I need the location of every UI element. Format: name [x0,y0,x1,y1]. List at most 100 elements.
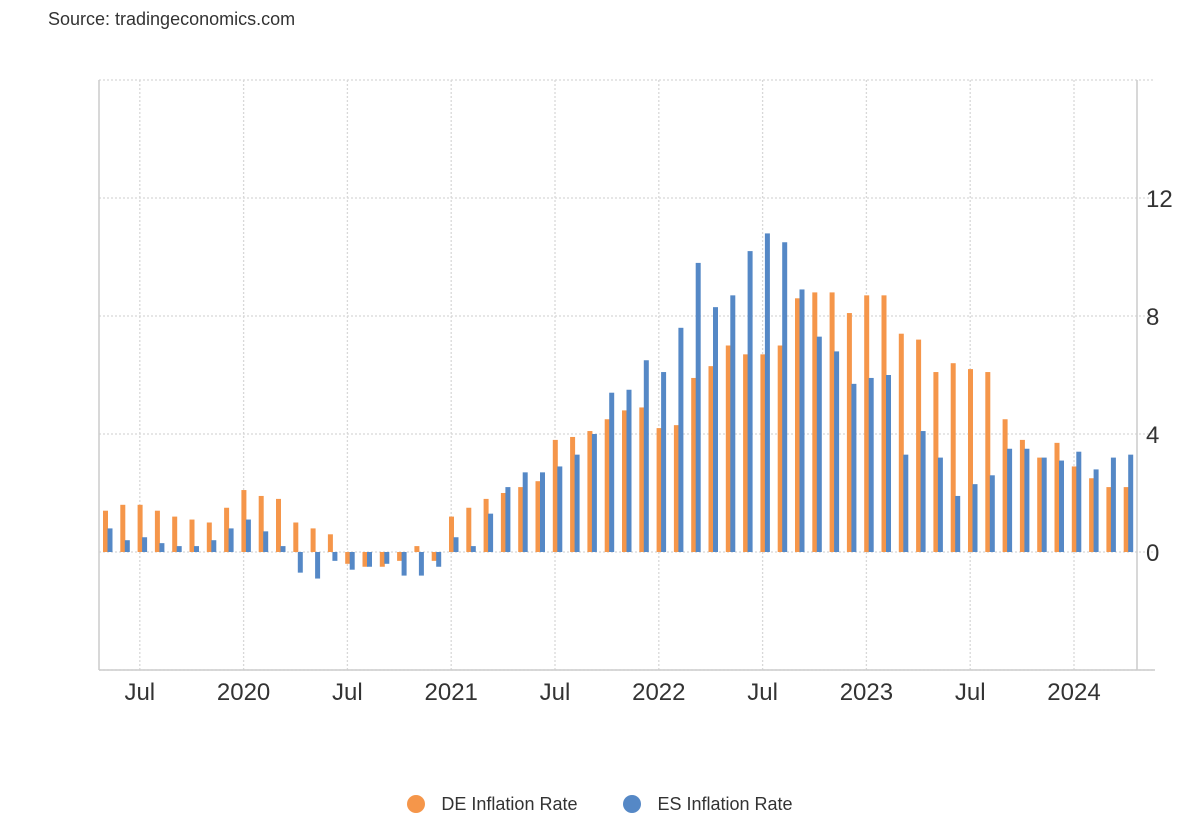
bar-es-2023-07 [972,484,978,552]
bar-es-2020-03 [280,546,286,552]
bar-es-2020-05 [315,552,321,579]
bar-de-2019-06 [120,504,126,552]
bar-de-2023-10 [1019,439,1025,552]
bar-es-2024-04 [1128,454,1134,552]
bar-de-2021-03 [483,498,489,552]
bar-es-2023-11 [1041,457,1047,552]
bar-de-2023-07 [968,369,973,552]
bar-de-2023-04 [916,339,922,552]
legend-label-es: ES Inflation Rate [657,793,793,814]
bar-es-2021-08 [574,454,580,552]
bar-de-2021-07 [552,439,558,552]
bar-de-2022-03 [691,377,697,552]
x-tick-label: 2022 [632,679,685,706]
bar-es-2020-12 [436,552,442,567]
bar-de-2020-12 [431,552,437,561]
bar-es-2023-09 [1007,448,1013,552]
bar-de-2020-09 [379,552,385,567]
x-tick-label: Jul [747,679,778,706]
bar-es-2022-07 [764,233,770,552]
y-tick-label: 0 [1146,540,1159,567]
bar-es-2022-05 [730,295,736,552]
bar-de-2021-08 [570,436,576,552]
bar-de-2021-12 [639,407,645,552]
bar-es-2022-03 [695,262,701,552]
bar-de-2022-05 [725,345,731,552]
legend-item-de[interactable]: DE Inflation Rate [407,794,577,815]
bar-es-2022-08 [782,242,788,552]
y-tick-label: 4 [1146,422,1159,449]
bar-es-2020-01 [245,519,251,552]
y-tick-label: 8 [1146,304,1159,331]
bar-de-2020-06 [327,534,333,552]
x-tick-label: Jul [540,679,571,706]
x-tick-label: 2021 [425,679,478,706]
bar-de-2023-09 [1002,419,1008,552]
axes [98,80,1155,671]
bar-de-2022-04 [708,366,714,552]
bar-es-2021-04 [505,487,511,552]
bar-es-2022-01 [661,372,667,552]
bar-es-2021-02 [470,546,476,552]
bar-es-2021-01 [453,537,459,552]
legend: DE Inflation Rate ES Inflation Rate [0,790,1200,818]
bar-es-2022-10 [816,336,822,552]
bar-es-2024-01 [1076,451,1082,552]
bar-de-2020-03 [276,498,281,552]
bar-de-2019-10 [189,519,195,552]
bar-de-2023-05 [933,372,939,552]
bar-de-2022-10 [812,292,818,552]
bar-es-2022-11 [834,351,840,552]
bar-de-2022-11 [829,292,835,552]
bar-de-2020-08 [362,552,368,567]
bar-de-2021-06 [535,481,541,552]
x-tick-label: Jul [332,679,363,706]
bar-es-2021-07 [557,466,563,552]
bar-es-2020-10 [401,552,407,576]
bar-de-2020-07 [345,552,351,564]
bar-de-2020-02 [258,495,264,552]
bar-de-2022-09 [795,298,800,552]
tick-labels: 0 4 8 12 Jul 2020 Jul 2021 Jul 2022 Jul 2023 Jul 2024 [124,186,1172,706]
bar-es-2019-11 [211,540,217,552]
bar-es-2020-08 [367,552,372,567]
bar-es-2023-06 [955,495,961,552]
bar-de-2019-12 [224,507,230,552]
bar-es-2021-03 [488,513,494,552]
source-label: Source: tradingeconomics.com [48,9,296,29]
bar-de-2021-05 [518,487,524,552]
bar-es-2023-10 [1024,448,1030,552]
bar-de-2019-11 [206,522,212,552]
bar-de-2023-12 [1054,442,1060,552]
bar-es-2021-12 [643,360,649,552]
legend-item-es[interactable]: ES Inflation Rate [623,793,793,815]
bar-es-2019-07 [142,537,148,552]
bar-es-2020-06 [332,552,338,561]
x-tick-label: 2024 [1047,679,1100,706]
gridlines [99,79,1155,671]
bars [103,233,1134,579]
bar-de-2024-02 [1089,478,1095,552]
bar-de-2021-09 [587,431,593,552]
bar-de-2022-06 [743,354,749,552]
bar-de-2023-11 [1037,457,1043,552]
bar-de-2023-08 [985,372,991,552]
bar-de-2022-08 [777,345,783,552]
bar-es-2022-09 [799,289,805,552]
bar-es-2021-10 [609,392,615,552]
bar-de-2020-11 [414,546,420,552]
bar-es-2019-06 [124,540,130,552]
bar-de-2020-10 [397,552,403,561]
bar-es-2020-09 [384,552,390,564]
bar-de-2019-07 [137,504,143,552]
bar-es-2020-02 [263,531,269,552]
legend-label-de: DE Inflation Rate [441,793,578,814]
bar-de-2019-08 [154,510,160,552]
bar-de-2023-01 [864,295,870,552]
bar-de-2019-09 [172,516,178,552]
legend-swatch-es [623,795,642,813]
bar-de-2022-02 [673,425,679,552]
bar-es-2019-05 [107,528,113,552]
bar-es-2021-06 [540,472,545,552]
legend-swatch-de [407,795,426,813]
